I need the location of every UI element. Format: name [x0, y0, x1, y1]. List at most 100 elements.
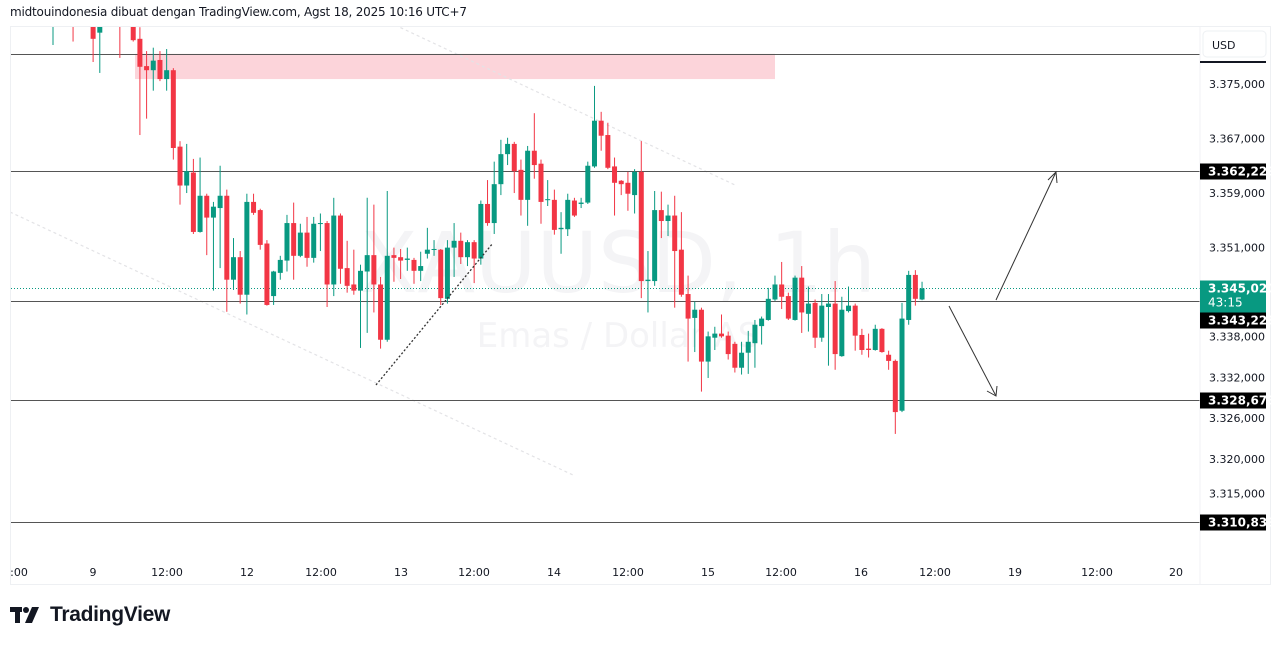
candle[interactable] [511, 141, 517, 194]
candle[interactable] [759, 316, 765, 345]
candle[interactable] [337, 213, 343, 284]
candle[interactable] [291, 202, 297, 280]
candle[interactable] [712, 326, 718, 350]
candle[interactable] [538, 159, 544, 224]
candle[interactable] [732, 341, 738, 373]
candle[interactable] [217, 165, 223, 269]
candle[interactable] [632, 169, 638, 214]
candle[interactable] [772, 275, 778, 301]
candle[interactable] [591, 85, 597, 168]
candle[interactable] [351, 249, 357, 295]
candle[interactable] [825, 294, 831, 366]
candle[interactable] [304, 216, 310, 267]
candle[interactable] [518, 159, 524, 216]
candle[interactable] [177, 141, 183, 205]
candle[interactable] [244, 193, 250, 315]
candle[interactable] [71, 2, 76, 42]
candle[interactable] [237, 251, 243, 304]
candle[interactable] [164, 49, 170, 91]
candle[interactable] [324, 221, 330, 307]
candle[interactable] [705, 331, 711, 378]
candle[interactable] [64, 0, 69, 20]
candle[interactable] [892, 359, 898, 434]
candle[interactable] [859, 328, 865, 355]
candle[interactable] [344, 240, 350, 293]
candle[interactable] [505, 137, 511, 166]
candle[interactable] [612, 157, 618, 216]
candle[interactable] [297, 223, 303, 258]
candle[interactable] [792, 275, 798, 321]
candle[interactable] [277, 255, 283, 280]
candle[interactable] [866, 333, 872, 358]
trend-channel-line-upper[interactable] [395, 25, 736, 186]
candle[interactable] [919, 281, 925, 301]
candle[interactable] [130, 10, 136, 42]
candle[interactable] [485, 180, 491, 226]
candle[interactable] [264, 240, 270, 306]
candle[interactable] [819, 294, 825, 342]
candle[interactable] [378, 276, 384, 349]
candle[interactable] [57, 0, 62, 18]
candle[interactable] [284, 214, 290, 272]
candle[interactable] [358, 264, 364, 348]
candle[interactable] [565, 193, 571, 237]
candle[interactable] [906, 270, 912, 325]
candle[interactable] [605, 122, 611, 170]
time-axis[interactable]: :00 9 12:00 12 12:00 13 12:00 14 12:00 15 12:00 16 1… [10, 566, 1183, 579]
candle[interactable] [317, 213, 323, 252]
candle[interactable] [190, 158, 196, 234]
candle[interactable] [752, 319, 758, 368]
candle[interactable] [491, 161, 497, 234]
candle[interactable] [331, 197, 337, 297]
candle[interactable] [451, 223, 457, 277]
candle[interactable] [438, 248, 444, 305]
candle[interactable] [471, 240, 477, 284]
supply-zone[interactable] [135, 53, 775, 80]
candle[interactable] [672, 195, 678, 308]
candle[interactable] [846, 286, 852, 313]
candle[interactable] [251, 193, 257, 215]
candle[interactable] [311, 216, 317, 263]
candle[interactable] [204, 193, 210, 256]
projection-arrow-up[interactable] [995, 170, 1058, 301]
candle[interactable] [144, 51, 150, 119]
candle[interactable] [418, 251, 424, 282]
candle[interactable] [458, 232, 464, 265]
candle[interactable] [230, 238, 236, 290]
candle[interactable] [879, 328, 885, 353]
tradingview-logo[interactable]: TradingView [10, 603, 170, 627]
candle[interactable] [124, 8, 129, 25]
candle[interactable] [545, 180, 551, 207]
candle[interactable] [104, 12, 109, 26]
candle[interactable] [525, 145, 531, 226]
candle[interactable] [665, 204, 671, 237]
candle[interactable] [84, 6, 89, 24]
candle[interactable] [137, 27, 143, 136]
candle[interactable] [638, 141, 644, 299]
candle[interactable] [150, 47, 156, 91]
candle[interactable] [371, 204, 377, 313]
candle[interactable] [719, 314, 724, 338]
candle[interactable] [197, 157, 203, 233]
candle[interactable] [765, 287, 771, 321]
candle[interactable] [886, 350, 892, 370]
candle[interactable] [404, 247, 410, 271]
candle[interactable] [498, 139, 504, 196]
candle[interactable] [77, 4, 82, 22]
candle[interactable] [852, 303, 858, 351]
candle[interactable] [184, 143, 190, 194]
candle[interactable] [678, 212, 684, 297]
candle[interactable] [431, 240, 437, 256]
candle[interactable] [531, 113, 537, 179]
candle[interactable] [117, 8, 122, 58]
candle[interactable] [585, 161, 591, 204]
candle[interactable] [598, 111, 604, 151]
candle[interactable] [799, 266, 805, 333]
candle[interactable] [899, 302, 905, 413]
candle[interactable] [558, 212, 564, 254]
candle[interactable] [571, 197, 577, 217]
candle[interactable] [652, 190, 658, 286]
candle[interactable] [464, 240, 470, 267]
candle[interactable] [812, 299, 818, 348]
